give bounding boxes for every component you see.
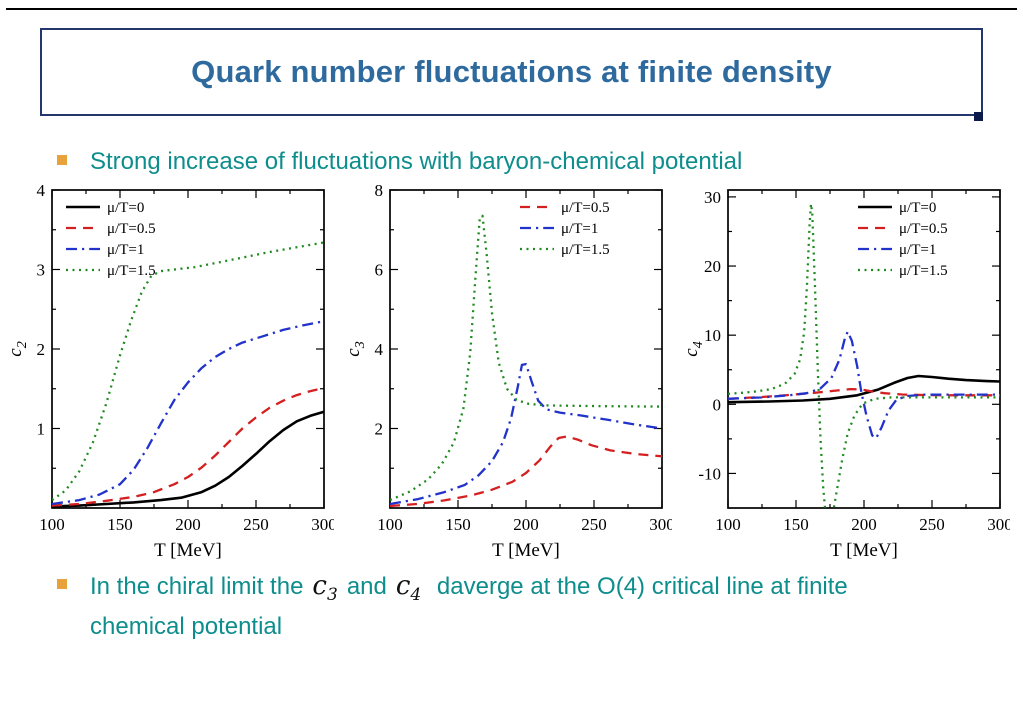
- series-line: [728, 330, 1000, 440]
- legend-label: μ/T=1: [899, 242, 936, 258]
- math-c4: c4: [395, 571, 422, 606]
- legend-label: μ/T=1: [107, 242, 144, 258]
- x-tick-label: 300: [987, 515, 1010, 534]
- y-tick-label: 2: [375, 420, 384, 439]
- page-title: Quark number fluctuations at finite dens…: [191, 54, 832, 89]
- title-box: Quark number fluctuations at finite dens…: [40, 28, 983, 121]
- y-tick-label: -10: [698, 464, 721, 483]
- charts-row: 100 150 200 250 300 1 2 3 4 μ/T=0 μ/T=0.5 μ/T=1 μ/T=…: [0, 178, 1023, 564]
- chart-svg: 100 150 200 250 300 -10 0 10 20 30 μ/T=0 μ/T=0.5 μ/T…: [681, 188, 1013, 561]
- x-tick-label: 150: [783, 515, 809, 534]
- x-tick-label: 200: [851, 515, 877, 534]
- x-axis-label: T [MeV]: [492, 540, 560, 561]
- x-tick-label: 250: [581, 515, 607, 534]
- legend-label: μ/T=0.5: [561, 200, 610, 216]
- bullet-2-post: daverge at the O(4) critical line at fin…: [90, 573, 848, 641]
- legend-label: μ/T=1.5: [107, 263, 156, 279]
- bullet-2: In the chiral limit the c3 and c4 daverge a…: [57, 570, 999, 643]
- x-tick-label: 200: [175, 515, 201, 534]
- chart-svg: 100 150 200 250 300 2 4 6 8 μ/T=0.5 μ/T=1 μ/T=1.5 T …: [343, 181, 675, 561]
- title-box-corner-mark: [974, 112, 983, 121]
- x-tick-label: 250: [243, 515, 269, 534]
- bullet-2-text: In the chiral limit the c3 and c4 daverge a…: [90, 570, 935, 643]
- legend-label: μ/T=0.5: [899, 221, 948, 237]
- x-tick-label: 100: [377, 515, 403, 534]
- y-axis-label: c2: [6, 341, 30, 356]
- y-axis-label: c4: [682, 341, 706, 356]
- series-line: [390, 435, 662, 508]
- bullet-2-pre: In the chiral limit the: [90, 573, 304, 600]
- series-line: [52, 386, 324, 507]
- legend-label: μ/T=1.5: [899, 263, 948, 279]
- bullet-2-mid: and: [346, 573, 387, 600]
- x-tick-label: 150: [107, 515, 133, 534]
- y-tick-label: 3: [37, 261, 46, 280]
- plot-frame: [51, 189, 325, 509]
- series-line: [728, 202, 1000, 508]
- y-tick-label: 4: [375, 340, 384, 359]
- x-tick-label: 200: [513, 515, 539, 534]
- y-tick-label: 10: [704, 326, 721, 345]
- x-tick-label: 100: [39, 515, 65, 534]
- chart-svg: 100 150 200 250 300 1 2 3 4 μ/T=0 μ/T=0.5 μ/T=1 μ/T=…: [5, 181, 337, 561]
- chart-c2: 100 150 200 250 300 1 2 3 4 μ/T=0 μ/T=0.5 μ/T=1 μ/T=…: [5, 180, 337, 564]
- bullet-marker: [57, 579, 67, 589]
- chart-c4: 100 150 200 250 300 -10 0 10 20 30 μ/T=0 μ/T=0.5 μ/T…: [681, 180, 1013, 564]
- x-tick-label: 300: [311, 515, 334, 534]
- legend-label: μ/T=0: [107, 200, 144, 216]
- legend-label: μ/T=0: [899, 200, 936, 216]
- y-tick-label: 6: [375, 261, 384, 280]
- y-tick-label: 1: [37, 420, 46, 439]
- y-tick-label: 2: [37, 340, 46, 359]
- x-axis-label: T [MeV]: [830, 540, 898, 561]
- y-tick-label: 0: [713, 395, 722, 414]
- legend-label: μ/T=0.5: [107, 221, 156, 237]
- plot-frame: [389, 189, 663, 509]
- math-c3: c3: [312, 571, 338, 606]
- bullet-1: Strong increase of fluctuations with bar…: [57, 146, 999, 178]
- slide: Quark number fluctuations at finite dens…: [0, 8, 1023, 708]
- series-line: [390, 362, 662, 506]
- x-tick-label: 150: [445, 515, 471, 534]
- x-tick-label: 250: [919, 515, 945, 534]
- y-tick-label: 4: [37, 181, 46, 200]
- top-rule: [6, 8, 1017, 10]
- y-tick-label: 8: [375, 181, 384, 200]
- legend-label: μ/T=1.5: [561, 242, 610, 258]
- chart-c3: 100 150 200 250 300 2 4 6 8 μ/T=0.5 μ/T=1 μ/T=1.5 T …: [343, 180, 675, 564]
- series-line: [390, 214, 662, 502]
- series-line: [52, 241, 324, 502]
- plot-frame: [727, 189, 1001, 509]
- series-line: [728, 374, 1000, 404]
- legend-label: μ/T=1: [561, 221, 598, 237]
- x-tick-label: 100: [715, 515, 741, 534]
- x-tick-label: 300: [649, 515, 672, 534]
- x-axis-label: T [MeV]: [154, 540, 222, 561]
- series-line: [52, 320, 324, 506]
- y-tick-label: 20: [704, 257, 721, 276]
- series-line: [52, 410, 324, 508]
- y-tick-label: 30: [704, 188, 721, 207]
- bullet-1-text: Strong increase of fluctuations with bar…: [90, 148, 743, 175]
- y-axis-label: c3: [344, 341, 368, 356]
- bullet-marker: [57, 155, 67, 165]
